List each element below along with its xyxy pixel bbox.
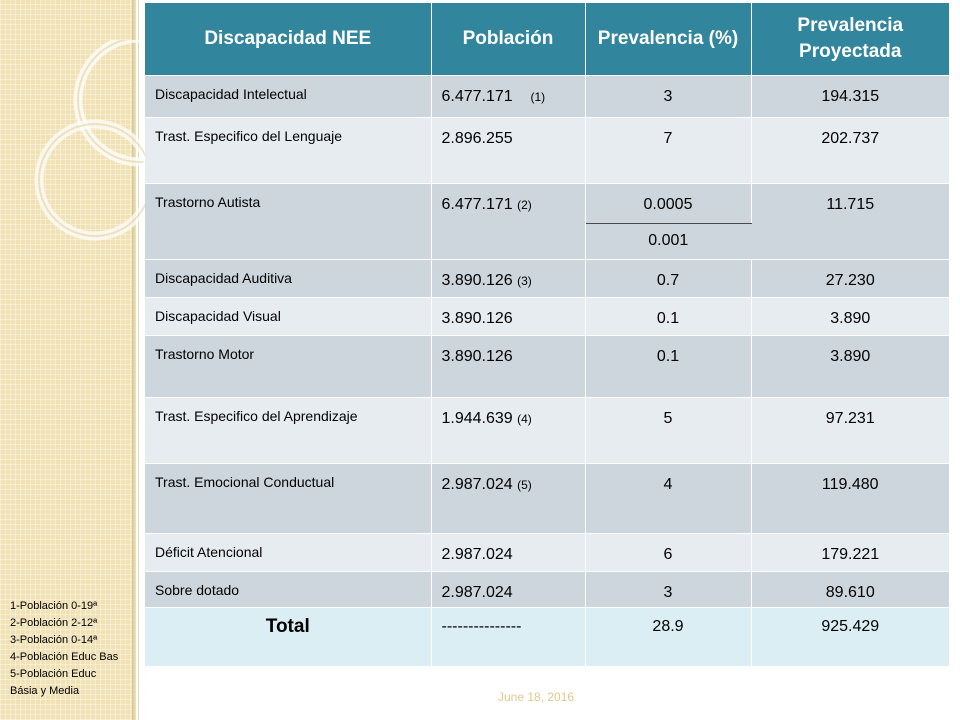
population-value: 6.477.171 (441, 88, 513, 105)
row-name: Trast. Emocional Conductual (145, 463, 432, 534)
row-name: Discapacidad Auditiva (145, 259, 432, 298)
table-total-row: Total --------------- 28.9 925.429 (145, 607, 949, 666)
footnotes: 1-Población 0-19ª 2-Población 2-12ª 3-Po… (10, 598, 118, 700)
row-projected: 194.315 (751, 75, 949, 118)
total-prevalence: 28.9 (585, 607, 752, 666)
footnote-item: 3-Población 0-14ª (10, 634, 98, 646)
row-prevalence: 5 (585, 397, 752, 464)
disability-prevalence-table: Discapacidad NEE Población Prevalencia (… (145, 3, 949, 666)
total-projected: 925.429 (751, 607, 949, 666)
row-name: Déficit Atencional (145, 533, 432, 572)
row-prevalence-extra: 0.001 (585, 223, 751, 260)
header-population: Población (431, 3, 586, 76)
row-prevalence: 7 (585, 117, 752, 184)
population-value: 3.890.126 (441, 310, 513, 327)
row-population: 3.890.126 (431, 335, 586, 398)
table-row: Trastorno Autista 6.477.171 (2) 0.0005 1… (145, 183, 949, 260)
row-prevalence: 0.7 (585, 259, 752, 298)
table-row: Trast. Emocional Conductual 2.987.024 (5… (145, 463, 949, 534)
row-name: Discapacidad Intelectual (145, 75, 432, 118)
slide-date: June 18, 2016 (498, 690, 575, 704)
footnote-ref: (2) (517, 198, 532, 212)
header-projected-prevalence: Prevalencia Proyectada (751, 3, 949, 76)
row-projected: 89.610 (751, 571, 949, 608)
strip-edge-line-thin (138, 0, 139, 720)
total-population: --------------- (431, 607, 586, 666)
table-row: Trast. Especifico del Aprendizaje 1.944.… (145, 397, 949, 464)
footnote-ref: (1) (530, 90, 546, 104)
row-projected: 3.890 (751, 335, 949, 398)
population-value: 2.987.024 (441, 584, 513, 601)
row-population: 2.896.255 (431, 117, 586, 184)
footnote-ref: (5) (517, 478, 532, 492)
row-prevalence: 3 (585, 571, 752, 608)
table-row-continued: 0.001 (145, 223, 949, 260)
row-population: 6.477.171 (2) (431, 183, 586, 260)
row-prevalence: 4 (585, 463, 752, 534)
header-prevalence: Prevalencia (%) (585, 3, 752, 76)
row-projected: 3.890 (751, 297, 949, 336)
row-population: 2.987.024 (5) (431, 463, 586, 534)
row-projected: 202.737 (751, 117, 949, 184)
footnote-item: 2-Población 2-12ª (10, 617, 98, 629)
row-prevalence: 0.0005 (585, 183, 752, 224)
row-projected: 179.221 (751, 533, 949, 572)
table-row: Trastorno Motor 3.890.126 0.1 3.890 (145, 335, 949, 398)
row-name: Trastorno Autista (145, 183, 432, 260)
table-row: Sobre dotado 2.987.024 3 89.610 (145, 571, 949, 608)
footnote-ref: (3) (517, 274, 532, 288)
population-value: 3.890.126 (441, 348, 513, 365)
population-value: 3.890.126 (441, 272, 513, 289)
table-row: Discapacidad Visual 3.890.126 0.1 3.890 (145, 297, 949, 336)
population-value: 2.987.024 (441, 476, 513, 493)
table-row: Trast. Especifico del Lenguaje 2.896.255… (145, 117, 949, 184)
row-name: Trastorno Motor (145, 335, 432, 398)
row-population: 6.477.171 (1) (431, 75, 586, 118)
row-name: Trast. Especifico del Lenguaje (145, 117, 432, 184)
population-value: 2.987.024 (441, 546, 513, 563)
total-label: Total (145, 607, 432, 666)
row-projected: 11.715 (751, 183, 949, 260)
population-value: 1.944.639 (441, 410, 513, 427)
decorative-paper-strip (0, 0, 134, 720)
footnote-item: Básia y Media (10, 685, 80, 697)
population-value: 2.896.255 (441, 130, 513, 147)
row-projected: 119.480 (751, 463, 949, 534)
table-row: Discapacidad Intelectual 6.477.171 (1) 3… (145, 75, 949, 118)
row-name: Sobre dotado (145, 571, 432, 608)
row-population: 1.944.639 (4) (431, 397, 586, 464)
footnote-item: 1-Población 0-19ª (10, 600, 98, 612)
table-header-row: Discapacidad NEE Población Prevalencia (… (145, 3, 949, 76)
row-population: 2.987.024 (431, 571, 586, 608)
row-population: 2.987.024 (431, 533, 586, 572)
population-value: 6.477.171 (441, 196, 513, 213)
row-prevalence: 3 (585, 75, 752, 118)
row-prevalence: 6 (585, 533, 752, 572)
row-projected: 97.231 (751, 397, 949, 464)
row-projected: 27.230 (751, 259, 949, 298)
footnote-item: 5-Población Educ (10, 668, 97, 680)
row-prevalence: 0.1 (585, 335, 752, 398)
footnote-item: 4-Población Educ Bas (10, 651, 119, 663)
table-row: Déficit Atencional 2.987.024 6 179.221 (145, 533, 949, 572)
footnote-ref: (4) (517, 412, 532, 426)
table-row: Discapacidad Auditiva 3.890.126 (3) 0.7 … (145, 259, 949, 298)
header-disability: Discapacidad NEE (145, 3, 432, 76)
row-name: Trast. Especifico del Aprendizaje (145, 397, 432, 464)
row-population: 3.890.126 (3) (431, 259, 586, 298)
strip-edge-line (132, 0, 136, 720)
row-name: Discapacidad Visual (145, 297, 432, 336)
row-population: 3.890.126 (431, 297, 586, 336)
row-prevalence: 0.1 (585, 297, 752, 336)
decorative-rings-icon (34, 40, 150, 241)
